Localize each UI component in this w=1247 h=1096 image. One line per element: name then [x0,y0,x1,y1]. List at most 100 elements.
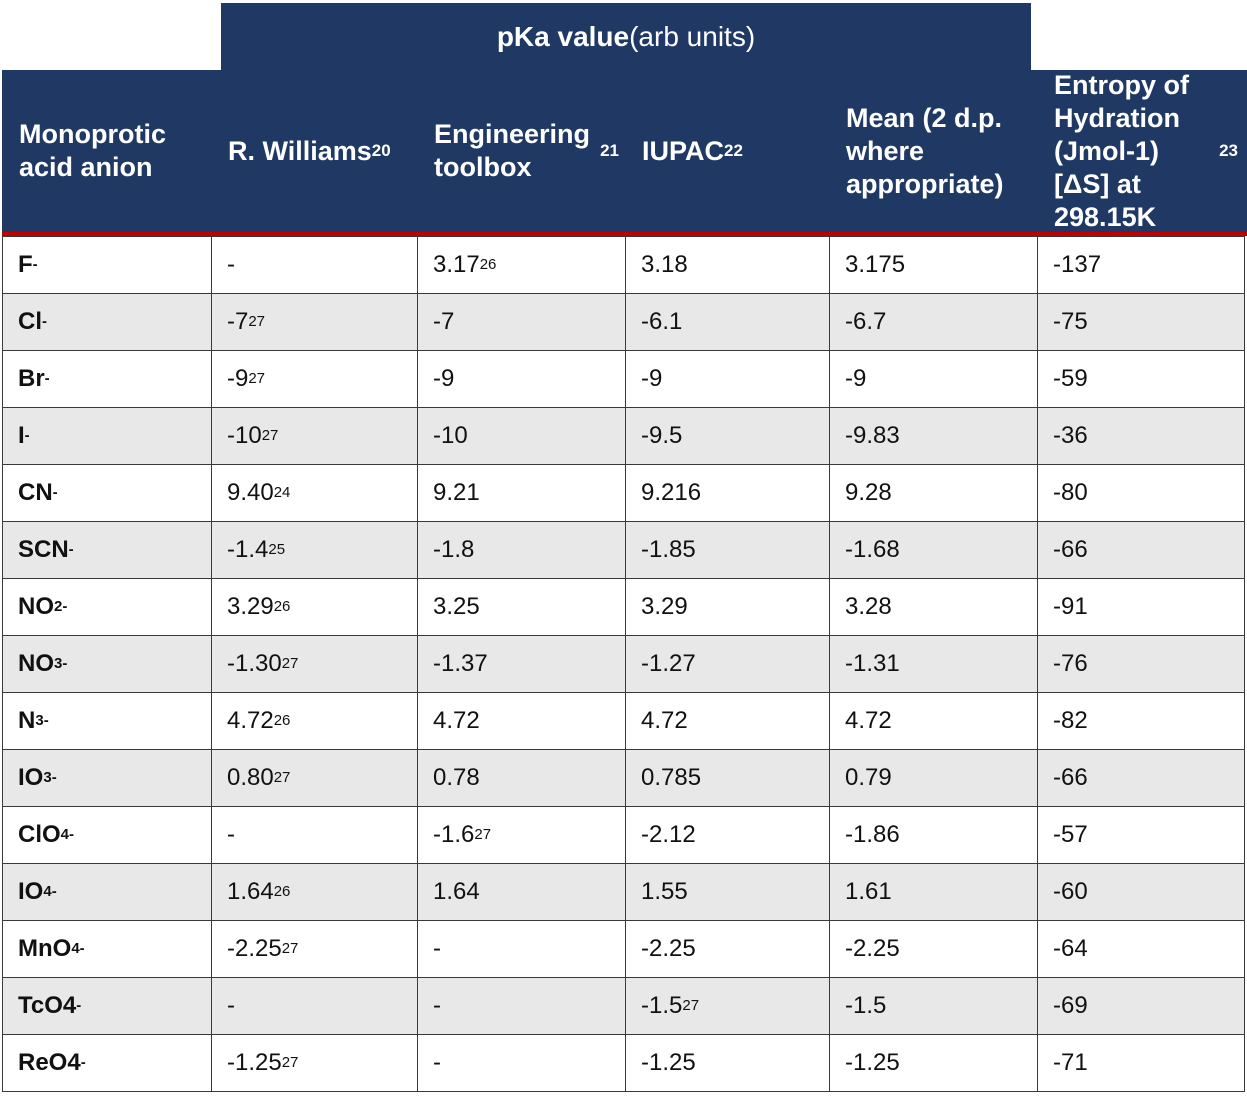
text: 1.61 [845,878,892,905]
cell: NO 2- [2,578,212,636]
text: -66 [1053,764,1088,791]
text: -9 [433,365,455,392]
cell: 4.72 26 [211,692,418,750]
text: -1.25 [845,1049,900,1076]
cell: -1.5 27 [625,977,830,1035]
cell: 0.785 [625,749,830,807]
cell: - [211,977,418,1035]
text: 3.29 [227,593,274,620]
text: -69 [1053,992,1088,1019]
cell: 1.64 26 [211,863,418,921]
cell: Br - [2,350,212,408]
text: I [18,422,25,449]
text: -1.85 [641,536,696,563]
cell: -1.86 [829,806,1038,864]
text: -71 [1053,1049,1088,1076]
cell: -1.25 27 [211,1034,418,1092]
cell: -80 [1037,464,1245,522]
cell: -71 [1037,1034,1245,1092]
text: R. Williams [228,135,372,166]
text: Entropy of Hydration (Jmol-1) [ΔS] at 29… [1054,69,1189,232]
text: -1.31 [845,650,900,677]
cell: -1.6 27 [417,806,626,864]
column-header: Monoprotic acid anion [2,70,211,232]
header-row [2,70,1247,233]
cell: 3.18 [625,236,830,294]
text: 1.55 [641,878,688,905]
text: 3.28 [845,593,892,620]
text: 3.18 [641,251,688,278]
cell: -1.68 [829,521,1038,579]
cell: 0.80 27 [211,749,418,807]
cell: -2.25 [829,920,1038,978]
text: Mean (2 d.p. where appropriate) [846,102,1004,199]
text: - [227,251,235,278]
text: 4.72 [845,707,892,734]
text: -82 [1053,707,1088,734]
cell: ReO4- [2,1034,212,1092]
cell: 9.21 [417,464,626,522]
text: -1.30 [227,650,282,677]
cell: -6.1 [625,293,830,351]
text: Engineering toolbox [434,119,591,182]
cell: - [417,977,626,1035]
cell: -1.27 [625,635,830,693]
cell: TcO4- [2,977,212,1035]
text: -66 [1053,536,1088,563]
cell: 0.79 [829,749,1038,807]
text: 4.72 [433,707,480,734]
cell: 9.40 24 [211,464,418,522]
cell: -1.37 [417,635,626,693]
cell: IO 3- [2,749,212,807]
text: -60 [1053,878,1088,905]
text: - [433,992,441,1019]
text: - [433,1049,441,1076]
text: 9.21 [433,479,480,506]
text: -2.25 [641,935,696,962]
text: ClO [18,821,61,848]
text: TcO4 [18,992,77,1019]
text: NO [18,650,54,677]
text: -9 [845,365,867,392]
text: -1.68 [845,536,900,563]
cell: -9 [829,350,1038,408]
text: -9.83 [845,422,900,449]
text: -76 [1053,650,1088,677]
text: 0.79 [845,764,892,791]
text: -59 [1053,365,1088,392]
cell: -1.30 27 [211,635,418,693]
cell: -10 [417,407,626,465]
text: -9.5 [641,422,683,449]
cell: CN - [2,464,212,522]
cell: - [417,1034,626,1092]
cell: -9.5 [625,407,830,465]
cell: -57 [1037,806,1245,864]
text: IUPAC [642,135,725,166]
text: -9 [641,365,663,392]
cell: -59 [1037,350,1245,408]
text: -1.4 [227,536,269,563]
cell: -82 [1037,692,1245,750]
cell: - [211,236,418,294]
text: 4.72 [641,707,688,734]
text: 9.28 [845,479,892,506]
text: ReO4 [18,1049,81,1076]
cell: -69 [1037,977,1245,1035]
cell: -137 [1037,236,1245,294]
cell: -1.8 [417,521,626,579]
text: -1.86 [845,821,900,848]
cell: -76 [1037,635,1245,693]
text: -1.5 [641,992,683,1019]
text: Monoprotic acid anion [19,119,166,182]
text: -7 [227,308,249,335]
text: 9.216 [641,479,702,506]
column-header: IUPAC 22 [642,135,743,166]
cell: -9.83 [829,407,1038,465]
cell: -1.25 [829,1034,1038,1092]
text: - [227,821,235,848]
text: Cl [18,308,42,335]
cell: -64 [1037,920,1245,978]
bold-text: pKa value [496,21,630,52]
cell: SCN - [2,521,212,579]
